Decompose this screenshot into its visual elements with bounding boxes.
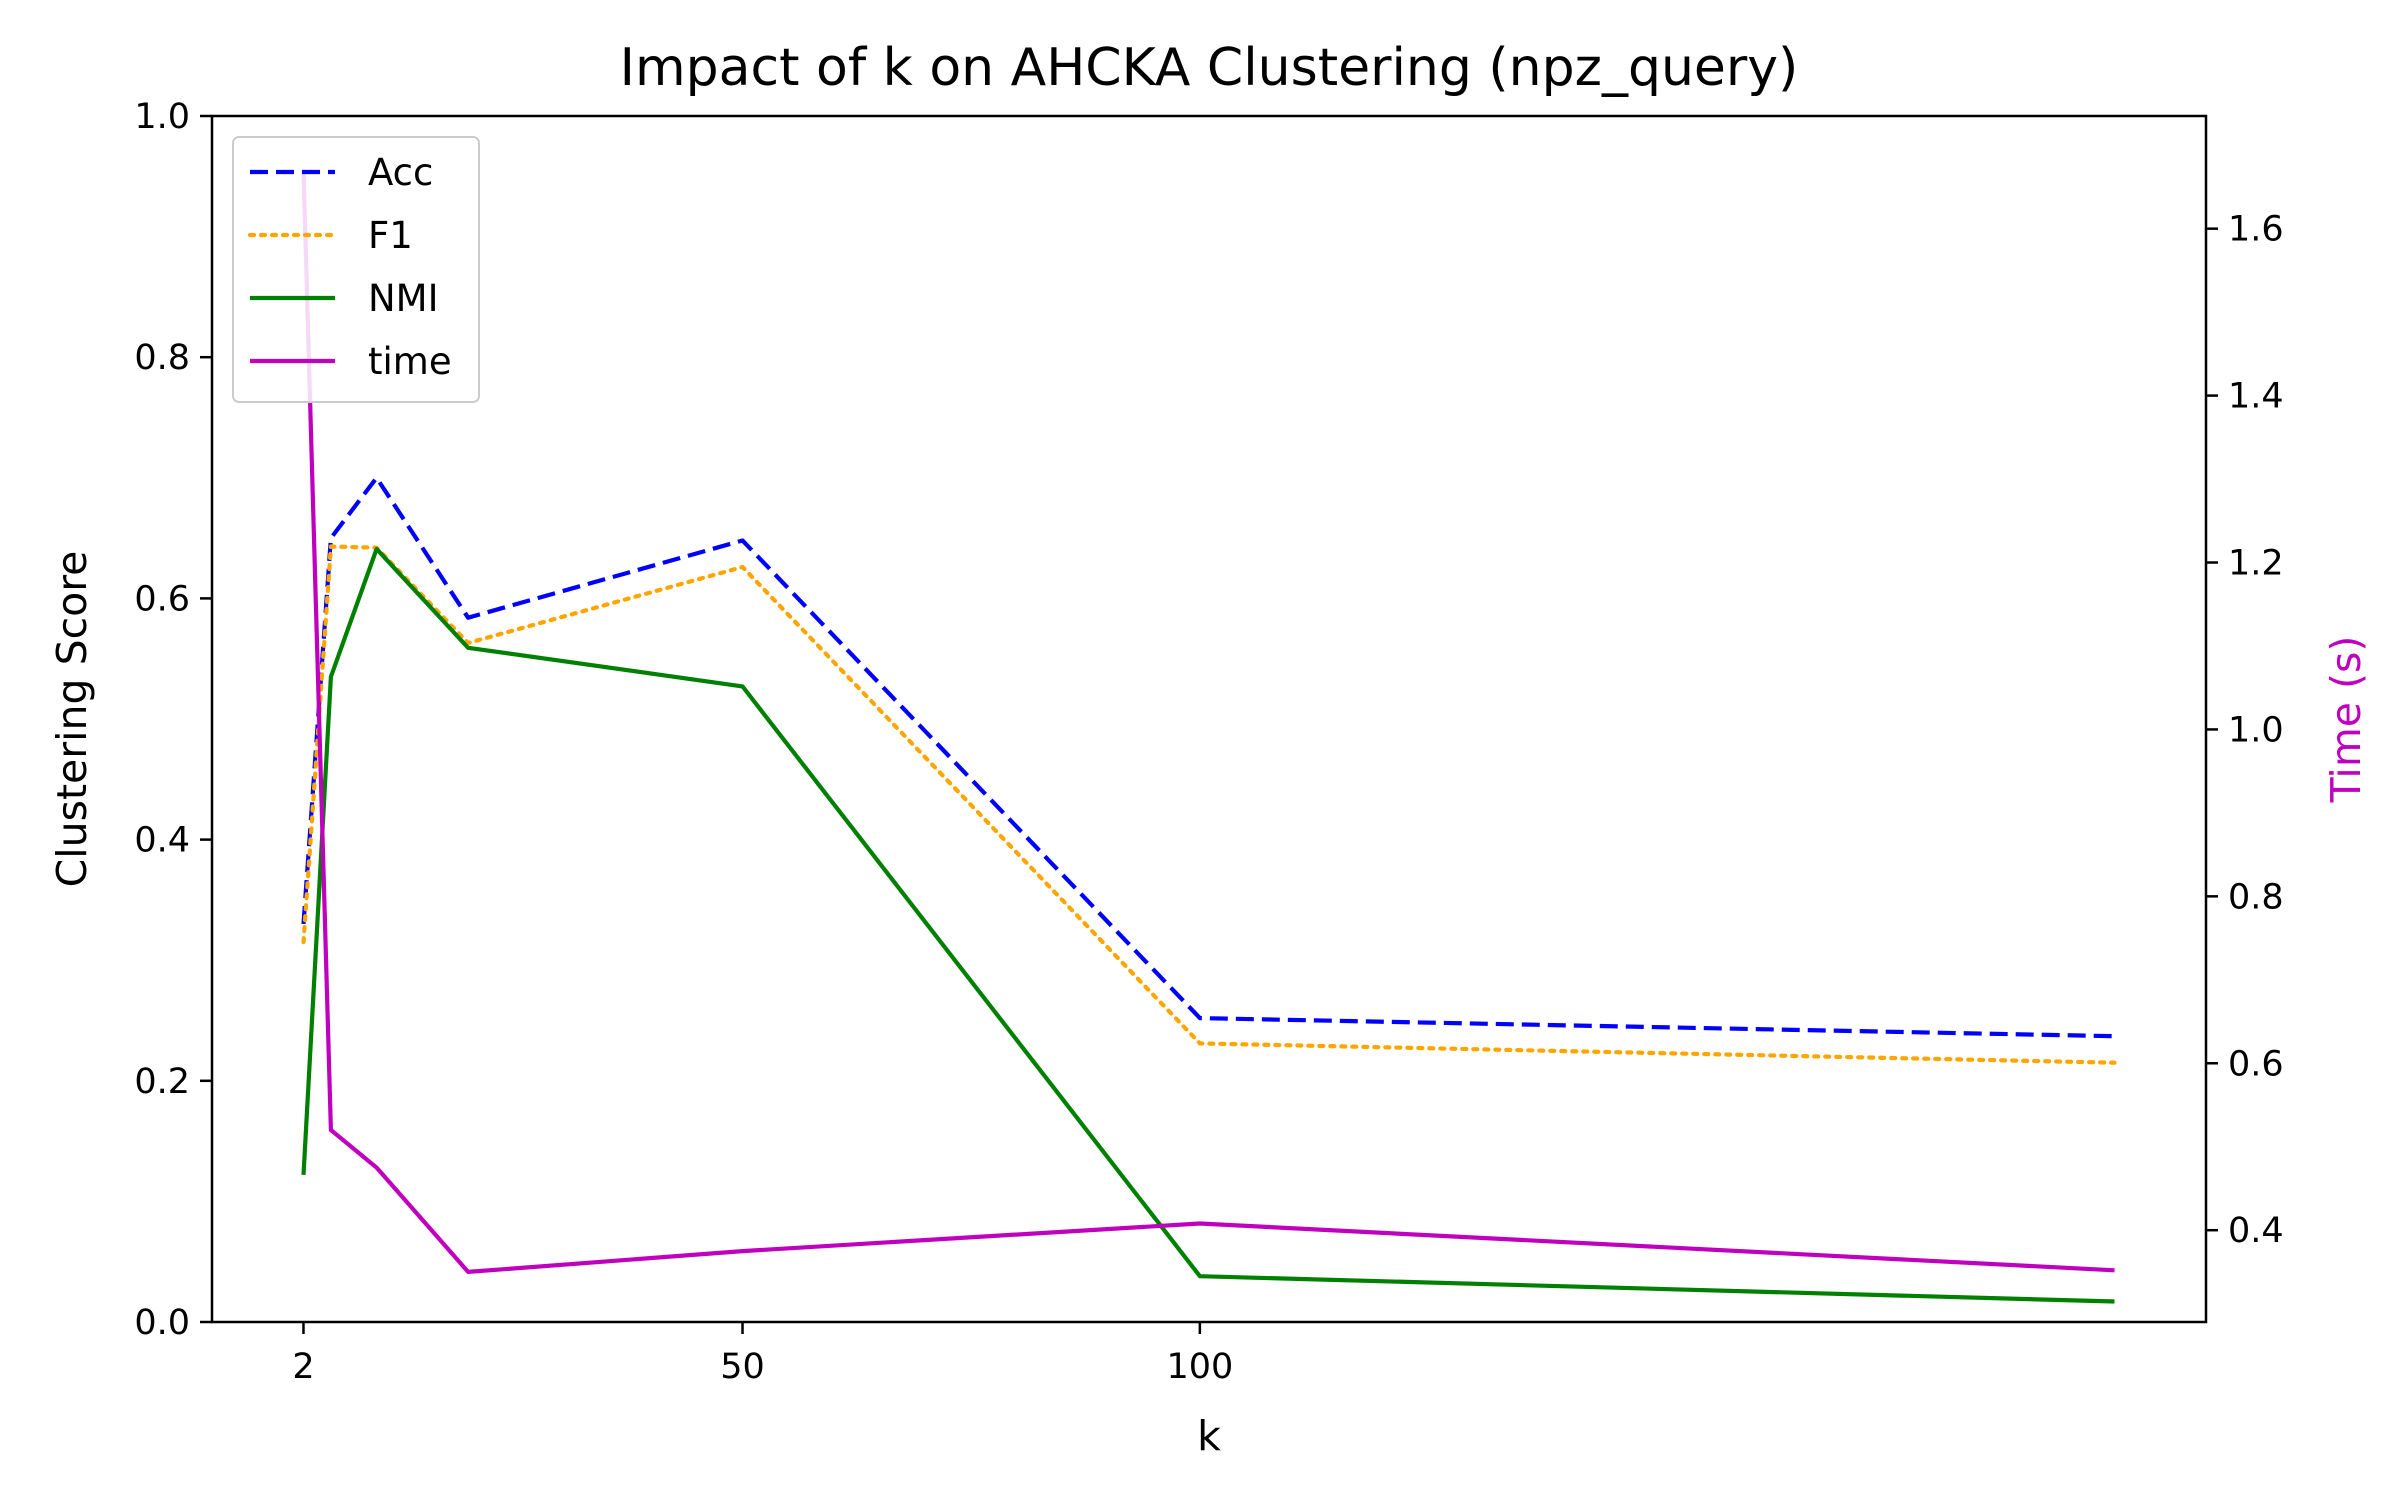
legend-label-time: time bbox=[368, 340, 452, 383]
y-axis-left-title: Clustering Score bbox=[48, 551, 96, 888]
x-axis-title: k bbox=[1197, 1412, 1221, 1460]
x-axis: 2 50 100 bbox=[292, 1322, 1233, 1387]
y2-tick-label: 1.6 bbox=[2228, 210, 2284, 250]
legend-label-f1: F1 bbox=[368, 214, 413, 257]
plot-area bbox=[301, 170, 2117, 1304]
y2-tick-label: 0.4 bbox=[2228, 1211, 2284, 1251]
y-tick-label: 0.6 bbox=[134, 579, 190, 619]
y-tick-label: 0.2 bbox=[134, 1062, 190, 1102]
legend: Acc F1 NMI time bbox=[232, 136, 480, 403]
plot-frame bbox=[210, 114, 2208, 1324]
y2-tick-label: 1.0 bbox=[2228, 710, 2284, 750]
legend-box bbox=[232, 136, 480, 403]
y-axis-left: 0.0 0.2 0.4 0.6 0.8 1.0 bbox=[134, 97, 212, 1343]
y-tick-label: 0.4 bbox=[134, 821, 190, 861]
series-line-f1 bbox=[301, 544, 2117, 1065]
series-line-time bbox=[301, 170, 2115, 1275]
x-tick-label: 2 bbox=[292, 1347, 314, 1387]
y-tick-label: 1.0 bbox=[134, 97, 190, 137]
series-line-nmi bbox=[301, 546, 2115, 1304]
y-tick-label: 0.0 bbox=[134, 1303, 190, 1343]
series-line-acc bbox=[301, 475, 2115, 1039]
y2-tick-label: 1.2 bbox=[2228, 544, 2284, 584]
y2-tick-label: 0.6 bbox=[2228, 1044, 2284, 1084]
y-axis-right-title: Time (s) bbox=[2322, 636, 2370, 804]
y-tick-label: 0.8 bbox=[134, 338, 190, 378]
x-tick-label: 100 bbox=[1166, 1347, 1233, 1387]
y2-tick-label: 1.4 bbox=[2228, 377, 2284, 417]
y-axis-right: 0.4 0.6 0.8 1.0 1.2 1.4 1.6 bbox=[2206, 210, 2284, 1251]
legend-label-nmi: NMI bbox=[368, 277, 439, 320]
chart-title: Impact of k on AHCKA Clustering (npz_que… bbox=[620, 38, 1799, 98]
legend-label-acc: Acc bbox=[368, 151, 433, 194]
y2-tick-label: 0.8 bbox=[2228, 877, 2284, 917]
x-tick-label: 50 bbox=[720, 1347, 765, 1387]
